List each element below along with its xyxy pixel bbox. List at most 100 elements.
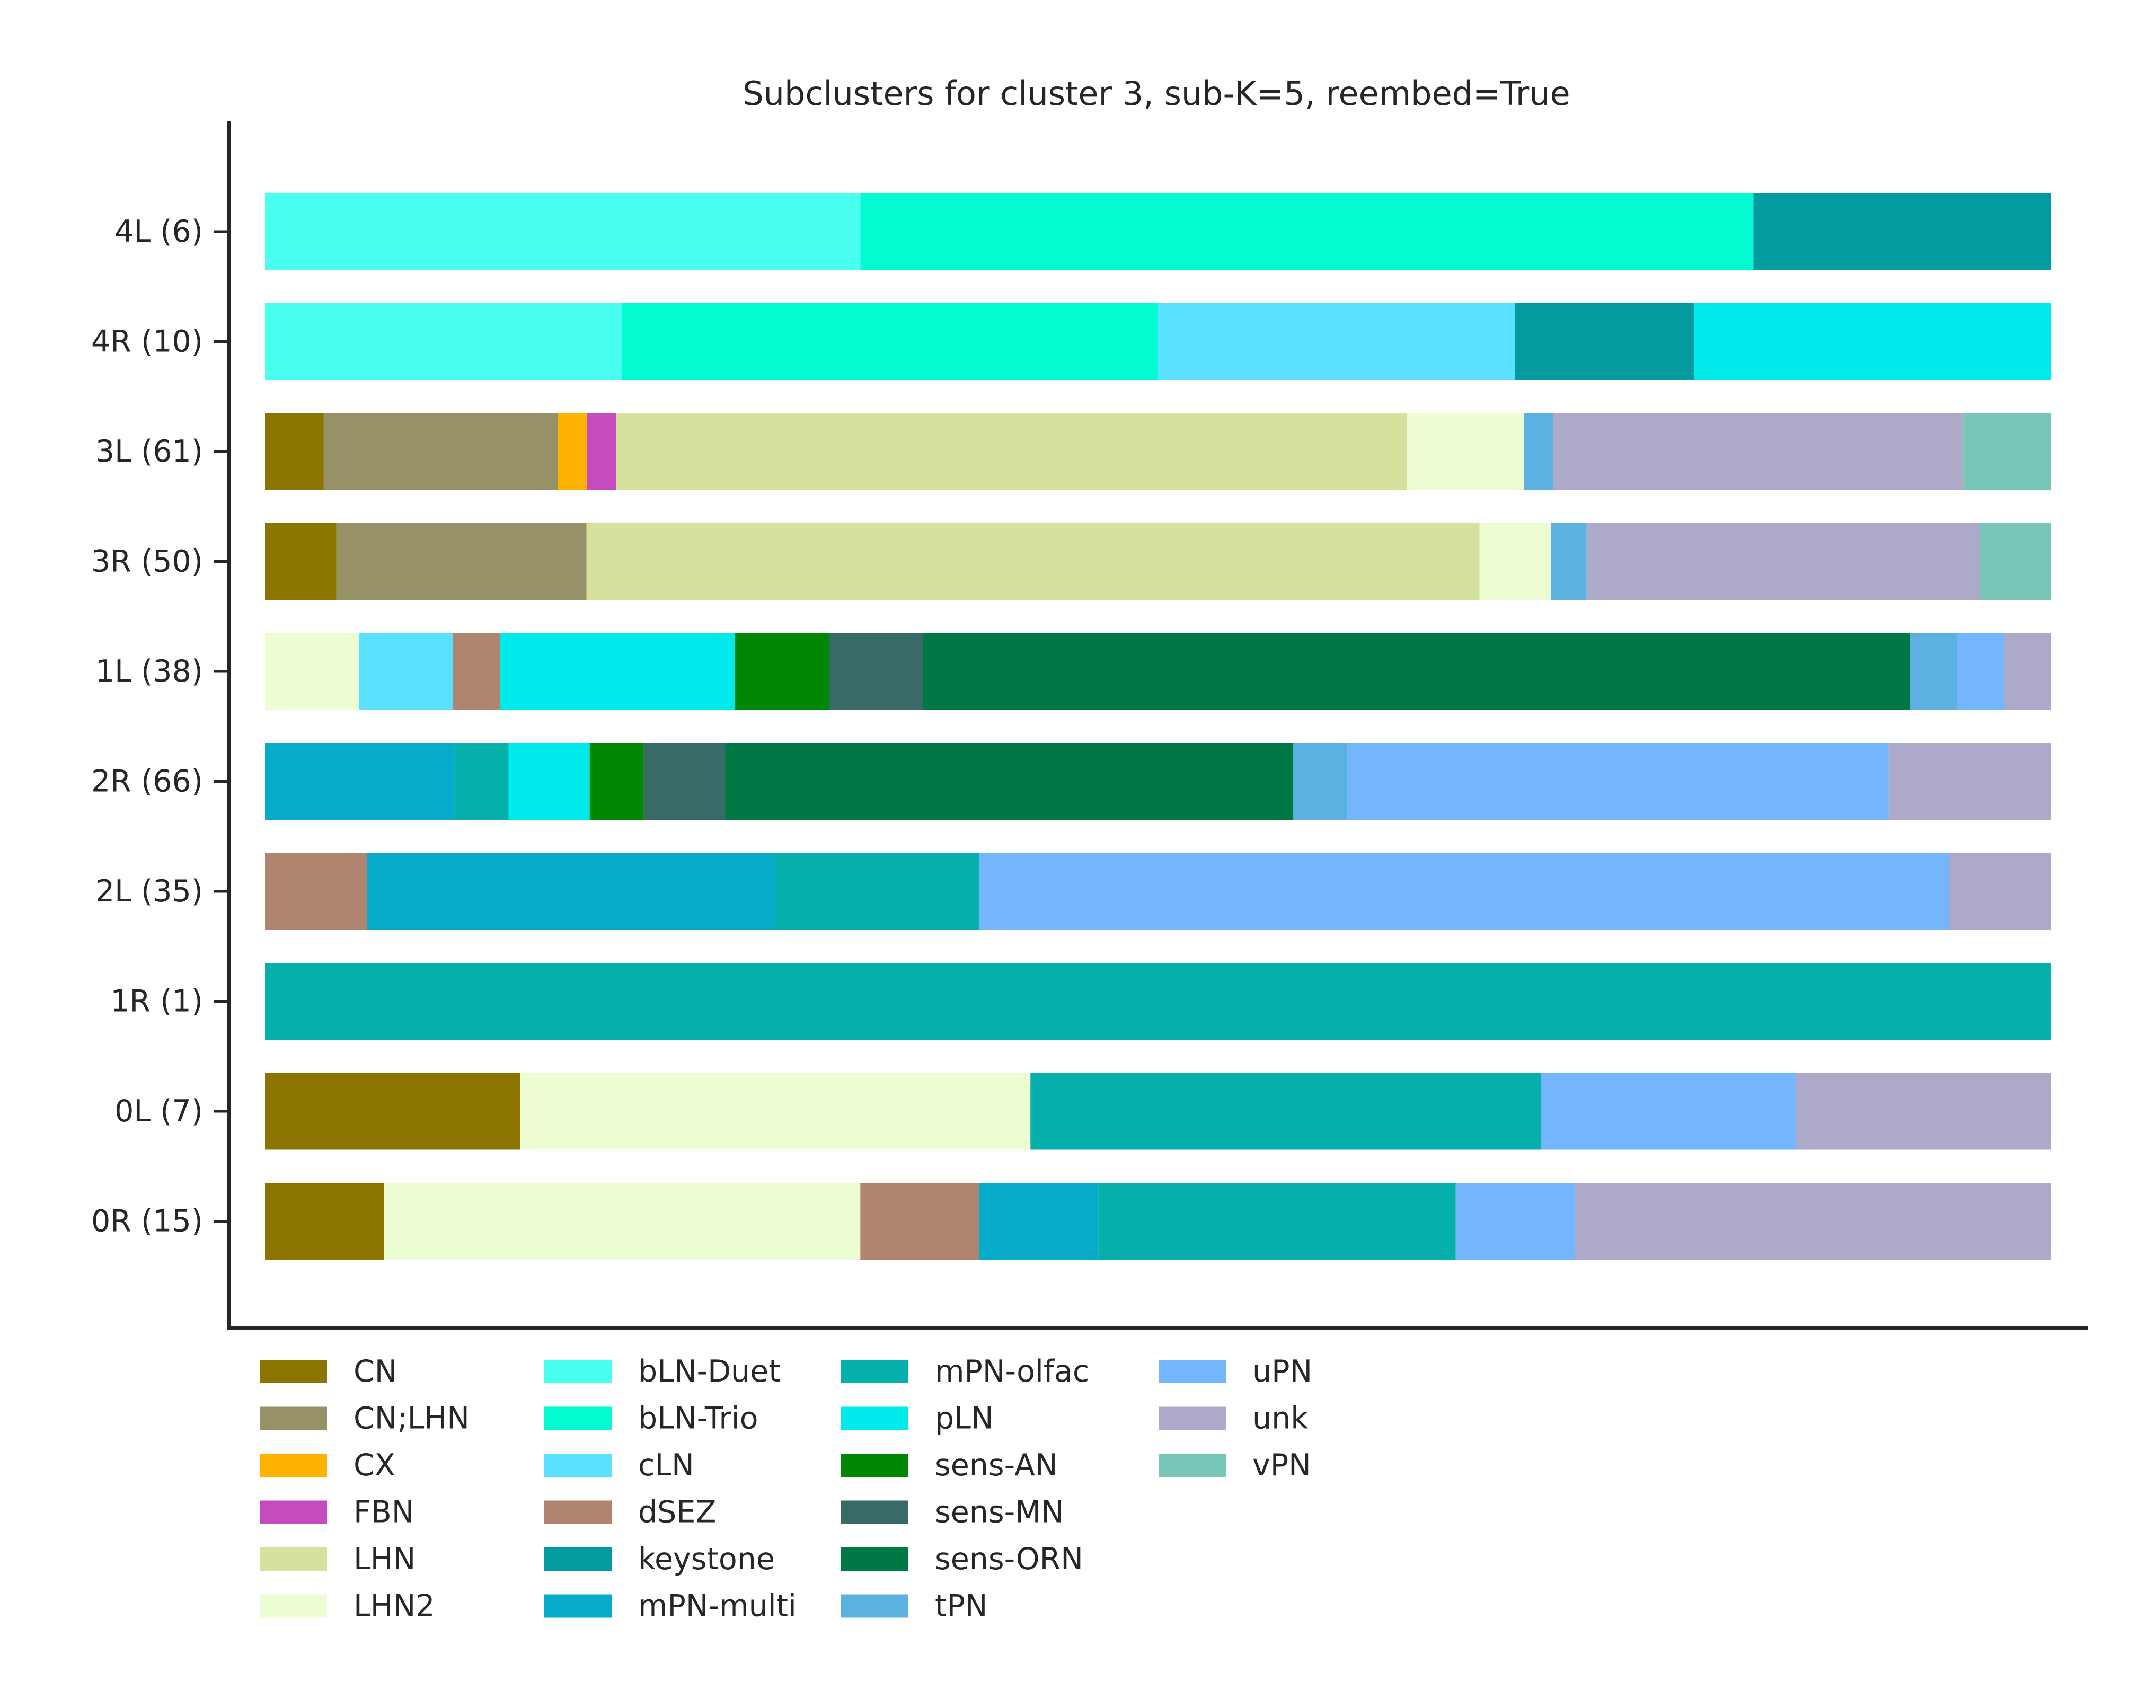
legend-swatch-cx [260, 1454, 327, 1477]
legend-swatch-bln-duet [544, 1360, 612, 1383]
legend-label-lhn2: LHN2 [354, 1589, 435, 1624]
legend-swatch-cn [260, 1360, 327, 1383]
legend-swatch-cn-lhn [260, 1406, 327, 1430]
y-tick-label: 3L (61) [95, 434, 203, 469]
bar-segment-3l-61-cx [558, 413, 587, 490]
bar-segment-2r-66-sens-an [589, 743, 644, 820]
bar-segment-0l-7-cn [265, 1073, 520, 1150]
legend-label-cln: cLN [638, 1448, 694, 1483]
legend-label-unk: unk [1252, 1401, 1308, 1436]
bar-segment-1r-1-mpn-olfac [265, 963, 2051, 1040]
bar-segment-0r-15-upn [1455, 1183, 1575, 1260]
legend-label-cn-lhn: CN;LHN [354, 1401, 470, 1436]
bar-segment-3l-61-unk [1553, 413, 1964, 490]
bar-segment-0r-15-mpn-multi [979, 1183, 1099, 1260]
bar-segment-1l-38-cln [359, 633, 453, 710]
bar-segment-3r-50-cn [265, 523, 337, 600]
y-tick-label: 1R (1) [110, 984, 203, 1019]
bar-segment-2l-35-dsez [265, 853, 367, 930]
y-tick-label: 0L (7) [114, 1094, 203, 1129]
legend-swatch-mpn-olfac [841, 1360, 908, 1383]
y-tick-label: 1L (38) [95, 654, 203, 689]
bar-segment-4r-10-bln-trio [622, 303, 1158, 380]
bar-segment-3r-50-cn-lhn [336, 523, 587, 600]
bar-segment-3l-61-cn [265, 413, 324, 490]
bar-segment-0r-15-dsez [860, 1183, 979, 1260]
legend-label-upn: uPN [1252, 1354, 1312, 1389]
bar-segment-4r-10-keystone [1515, 303, 1694, 380]
legend-swatch-sens-mn [841, 1500, 908, 1524]
bar-segment-0l-7-upn [1541, 1073, 1796, 1150]
legend-label-cx: CX [354, 1448, 395, 1483]
bars-group [265, 193, 2051, 1260]
bar-segment-2l-35-mpn-olfac [775, 853, 979, 930]
bar-segment-4l-6-keystone [1753, 193, 2051, 270]
bar-segment-1l-38-sens-an [735, 633, 829, 710]
bar-segment-2r-66-unk [1888, 743, 2051, 820]
bar-segment-1l-38-dsez [453, 633, 500, 710]
y-tick-label: 3R (50) [91, 544, 203, 579]
legend-swatch-lhn2 [260, 1594, 327, 1618]
legend-swatch-upn [1159, 1360, 1226, 1383]
bar-segment-3l-61-tpn [1524, 413, 1553, 490]
legend-swatch-dsez [544, 1500, 612, 1524]
bar-segment-3l-61-vpn [1963, 413, 2051, 490]
bar-segment-0l-7-unk [1796, 1073, 2051, 1150]
bar-segment-0l-7-lhn2 [520, 1073, 1031, 1150]
bar-segment-2r-66-mpn-olfac [454, 743, 509, 820]
y-tick-label: 4R (10) [91, 324, 203, 359]
legend-label-mpn-multi: mPN-multi [638, 1589, 797, 1624]
y-axis-ticks: 4L (6) 4R (10) 3L (61) 3R (50) 1L (38) 2R (66… [91, 214, 229, 1239]
bar-segment-3r-50-tpn [1551, 523, 1587, 600]
bar-segment-3r-50-lhn2 [1479, 523, 1551, 600]
legend-swatch-sens-orn [841, 1547, 908, 1571]
legend-swatch-bln-trio [544, 1406, 612, 1430]
legend-label-sens-orn: sens-ORN [935, 1542, 1083, 1577]
legend-swatch-mpn-multi [544, 1594, 612, 1618]
bar-segment-0r-15-cn [265, 1183, 384, 1260]
legend-swatch-cln [544, 1454, 612, 1477]
bar-segment-3r-50-lhn [586, 523, 1480, 600]
bar-segment-1l-38-upn [1957, 633, 2004, 710]
legend-swatch-tpn [841, 1594, 908, 1618]
legend-swatch-unk [1159, 1406, 1226, 1430]
bar-segment-0r-15-lhn2 [384, 1183, 861, 1260]
bar-segment-4r-10-bln-duet [265, 303, 622, 380]
bar-segment-2l-35-upn [979, 853, 1949, 930]
legend-label-fbn: FBN [354, 1495, 414, 1530]
bar-segment-2r-66-sens-orn [725, 743, 1294, 820]
bar-segment-3l-61-cn-lhn [323, 413, 558, 490]
y-tick-label: 0R (15) [91, 1204, 203, 1239]
legend-swatch-pln [841, 1406, 908, 1430]
bar-segment-1l-38-pln [500, 633, 735, 710]
y-tick-label: 2L (35) [95, 874, 203, 909]
legend-label-cn: CN [354, 1354, 397, 1389]
bar-segment-3r-50-vpn [1980, 523, 2051, 600]
legend-label-keystone: keystone [638, 1542, 775, 1577]
bar-segment-2l-35-unk [1949, 853, 2051, 930]
legend-swatch-vpn [1159, 1454, 1226, 1477]
y-tick-label: 2R (66) [91, 764, 203, 799]
bar-segment-1l-38-sens-mn [829, 633, 923, 710]
bar-segment-0l-7-mpn-olfac [1030, 1073, 1541, 1150]
bar-segment-1l-38-sens-orn [923, 633, 1910, 710]
bar-segment-2r-66-upn [1347, 743, 1889, 820]
legend-swatch-fbn [260, 1500, 327, 1524]
legend-label-lhn: LHN [354, 1542, 416, 1577]
bar-segment-3r-50-unk [1586, 523, 1980, 600]
legend: CN CN;LHN CX FBN LHN LHN2 bLN-Duet bLN-Trio cLN d… [260, 1354, 1312, 1624]
bar-segment-2r-66-tpn [1293, 743, 1348, 820]
bar-segment-0r-15-unk [1575, 1183, 2051, 1260]
legend-label-vpn: vPN [1252, 1448, 1311, 1483]
chart-title: Subclusters for cluster 3, sub-K=5, reem… [743, 74, 1570, 113]
legend-label-bln-trio: bLN-Trio [638, 1401, 758, 1436]
legend-swatch-sens-an [841, 1454, 908, 1477]
bar-segment-4r-10-cln [1158, 303, 1515, 380]
legend-label-sens-mn: sens-MN [935, 1495, 1064, 1530]
y-tick-label: 4L (6) [114, 214, 203, 249]
legend-label-bln-duet: bLN-Duet [638, 1354, 781, 1389]
legend-label-tpn: tPN [935, 1589, 987, 1624]
bar-segment-3l-61-lhn2 [1407, 413, 1524, 490]
bar-segment-1l-38-tpn [1910, 633, 1957, 710]
